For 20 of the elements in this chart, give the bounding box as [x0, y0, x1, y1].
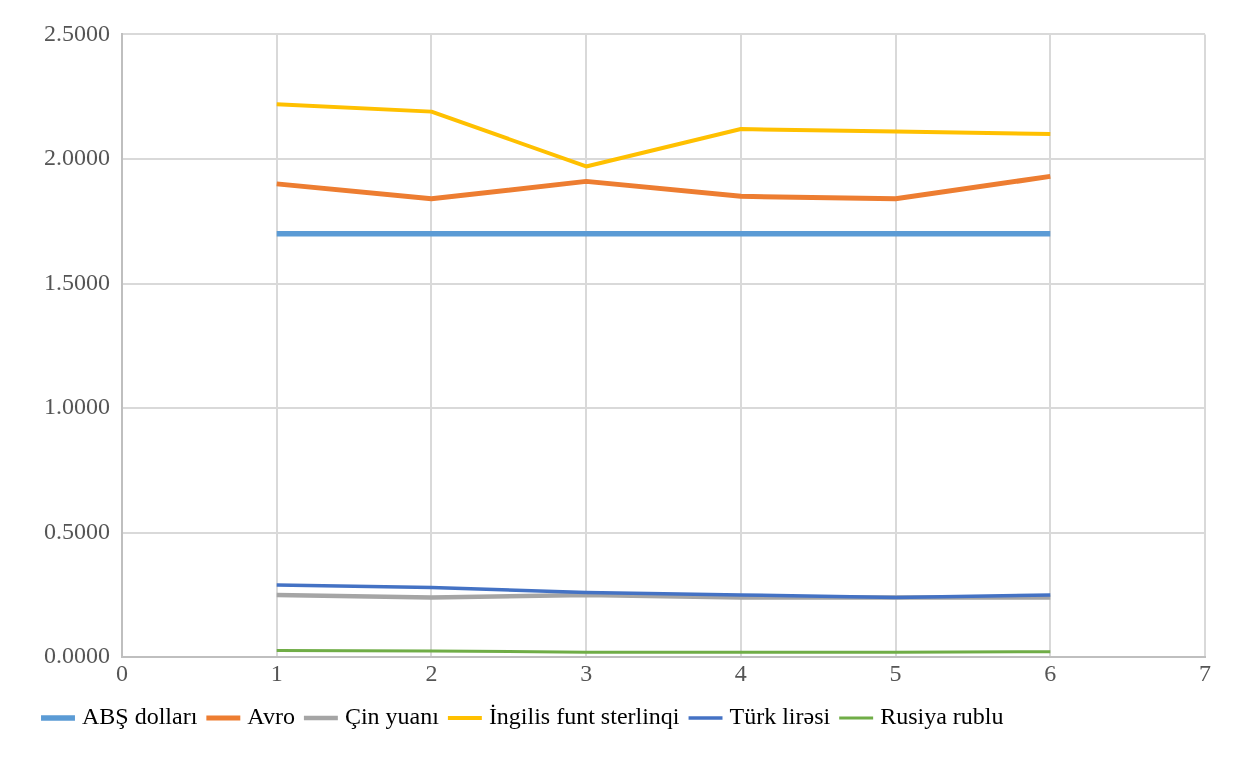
x-tick-label: 6	[1044, 659, 1057, 686]
legend-label: Rusiya rublu	[880, 703, 1004, 730]
legend-label: Türk lirəsi	[729, 703, 831, 730]
y-tick-label: 2.5000	[44, 19, 110, 46]
x-tick-label: 2	[425, 659, 438, 686]
legend-label: Avro	[247, 703, 295, 730]
y-tick-label: 1.5000	[44, 268, 110, 295]
x-tick-label: 5	[889, 659, 902, 686]
y-tick-label: 0.0000	[44, 642, 110, 669]
y-tick-label: 1.0000	[44, 393, 110, 420]
y-tick-label: 2.0000	[44, 144, 110, 171]
x-tick-label: 4	[734, 659, 747, 686]
legend-label: İngilis funt sterlinqi	[488, 703, 680, 730]
x-tick-label: 7	[1199, 659, 1211, 686]
legend-label: ABŞ dolları	[82, 703, 198, 730]
legend-label: Çin yuanı	[344, 703, 440, 730]
x-tick-label: 0	[116, 659, 128, 686]
y-tick-label: 0.5000	[44, 517, 110, 544]
x-tick-label: 3	[580, 659, 593, 686]
x-tick-label: 1	[270, 659, 283, 686]
